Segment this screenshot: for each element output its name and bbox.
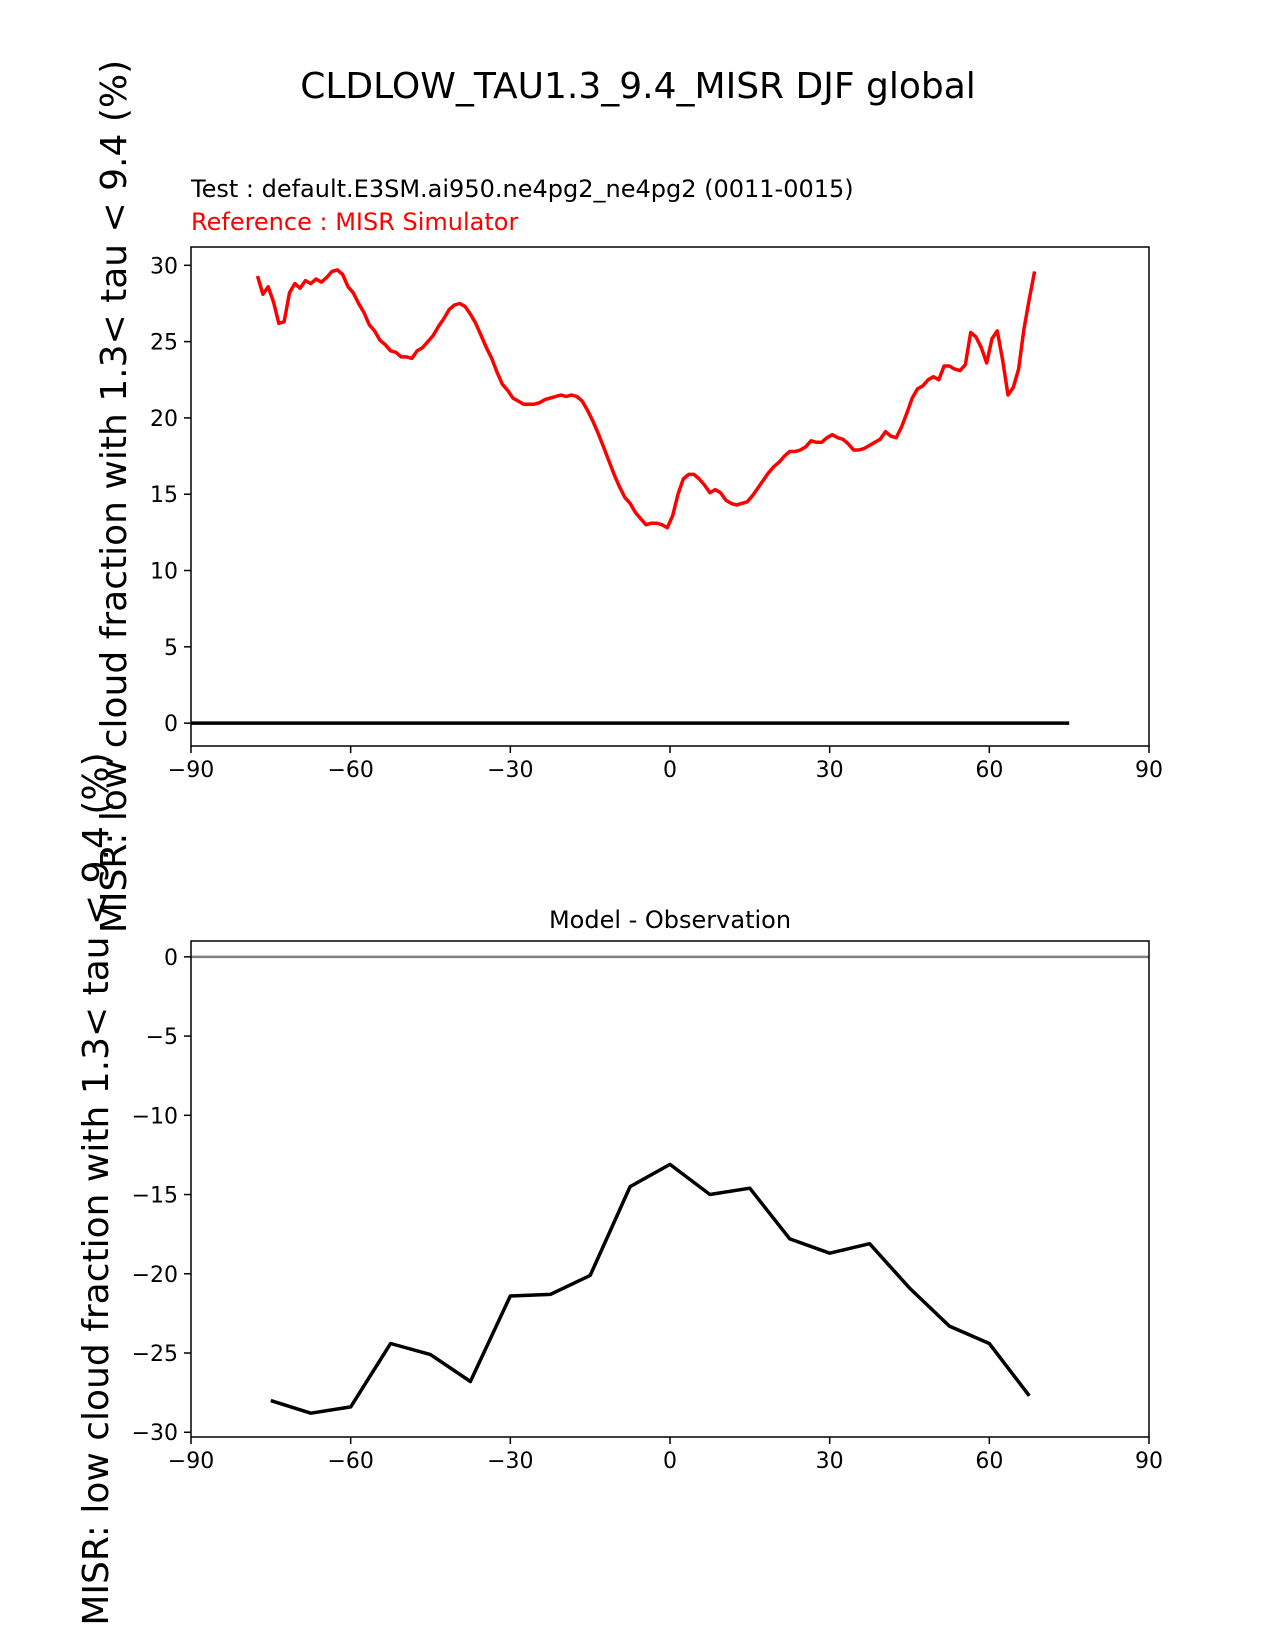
y-tick-label: −5 (146, 1025, 178, 1050)
y-tick-label: 10 (150, 560, 178, 585)
x-tick-label: −30 (487, 1449, 533, 1474)
x-tick-label: 30 (816, 1449, 844, 1474)
x-tick-label: −90 (168, 758, 214, 783)
x-tick-label: −30 (487, 758, 533, 783)
y-tick-label: −15 (132, 1184, 178, 1209)
y-axis-label: MISR: low cloud fraction with 1.3< tau <… (94, 60, 135, 933)
y-tick-label: −30 (132, 1421, 178, 1446)
x-tick-label: 0 (663, 1449, 677, 1474)
test-label: Test : default.E3SM.ai950.ne4pg2_ne4pg2 … (190, 175, 854, 203)
bottom-panel: −90 −60 −30 0 30 60 90 0 −5 −10 −15 −20 −25 −30 Model … (76, 752, 1163, 1625)
top-panel: −90 −60 −30 0 30 60 90 0 5 10 15 20 25 30 MISR: low cl… (94, 60, 1163, 933)
y-tick-label: 0 (164, 712, 178, 737)
y-tick-label: 15 (150, 483, 178, 508)
y-tick-label: 5 (164, 636, 178, 661)
x-tick-label: −60 (327, 1449, 373, 1474)
y-tick-label: 20 (150, 407, 178, 432)
plot-frame (190, 246, 1150, 747)
y-tick-label: −10 (132, 1104, 178, 1129)
y-tick-label: 25 (150, 331, 178, 356)
y-tick-label: 30 (150, 254, 178, 279)
x-tick-label: 60 (975, 758, 1003, 783)
y-tick-label: 0 (164, 946, 178, 971)
panel-title: Model - Observation (549, 906, 791, 934)
x-tick-label: 90 (1135, 1449, 1163, 1474)
y-axis-label: MISR: low cloud fraction with 1.3< tau <… (76, 752, 117, 1625)
x-tick-label: 60 (975, 1449, 1003, 1474)
x-tick-label: 0 (663, 758, 677, 783)
figure-title: CLDLOW_TAU1.3_9.4_MISR DJF global (300, 66, 976, 107)
x-tick-label: 30 (816, 758, 844, 783)
x-tick-label: −60 (327, 758, 373, 783)
y-tick-label: −25 (132, 1342, 178, 1367)
y-tick-label: −20 (132, 1263, 178, 1288)
x-tick-label: −90 (168, 1449, 214, 1474)
series-line-0 (270, 1162, 1031, 1415)
series-line-0 (255, 268, 1037, 530)
x-tick-label: 90 (1135, 758, 1163, 783)
reference-label: Reference : MISR Simulator (191, 208, 518, 236)
